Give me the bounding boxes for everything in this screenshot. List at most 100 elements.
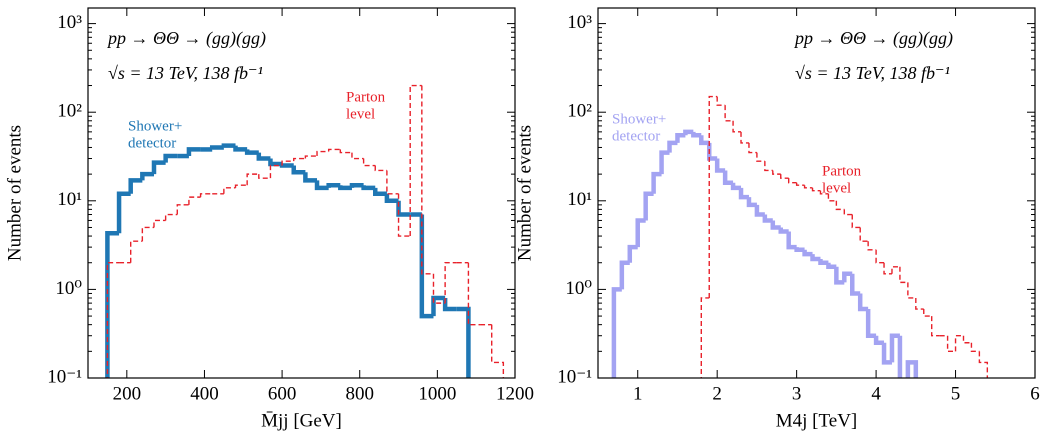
histogram-step <box>746 197 757 208</box>
x-tick-label: 5 <box>951 383 961 404</box>
histogram-step <box>891 266 900 274</box>
histogram-step <box>881 342 892 365</box>
series-label: Parton <box>822 163 862 179</box>
histogram-step <box>716 96 726 106</box>
histogram-step <box>794 247 805 253</box>
y-tick-label: 10⁻¹ <box>557 366 592 387</box>
series-label: Shower+ <box>128 118 182 134</box>
y-tick-label: 10⁻¹ <box>47 366 82 387</box>
histogram-step <box>946 335 956 353</box>
histogram-step <box>619 260 630 290</box>
histogram-step <box>130 240 143 263</box>
histogram-step <box>756 152 765 162</box>
histogram-step <box>754 204 765 217</box>
axes-frame <box>87 7 516 379</box>
histogram-step <box>611 287 622 378</box>
histogram-step <box>141 226 154 242</box>
x-tick-label: 3 <box>792 383 802 404</box>
histogram-step <box>199 193 213 198</box>
histogram-step <box>978 351 989 378</box>
histogram-step <box>857 293 869 312</box>
y-axis-label: Number of events <box>4 125 25 261</box>
histogram-step <box>867 241 877 251</box>
histogram-step <box>281 160 294 166</box>
histogram-step <box>258 174 271 179</box>
x-axis-label: M4j [TeV] <box>776 410 858 431</box>
histogram-step <box>163 153 178 163</box>
series-label: Shower+ <box>612 111 666 127</box>
histogram-step <box>786 231 797 250</box>
histogram-step <box>314 180 329 191</box>
histogram-step <box>153 219 166 228</box>
histogram-step <box>810 254 821 262</box>
y-tick-label: 10⁰ <box>565 278 592 299</box>
histogram-step <box>188 196 201 205</box>
histogram-step <box>802 249 813 257</box>
histogram-step <box>397 193 411 237</box>
histogram-step <box>818 259 829 265</box>
histogram-step <box>905 360 919 378</box>
y-tick-label: 10³ <box>57 12 82 33</box>
histogram-step <box>269 164 283 179</box>
series-label: level <box>822 180 851 196</box>
histogram-step <box>954 335 964 352</box>
histogram-step <box>787 178 797 184</box>
histogram-step <box>105 231 120 378</box>
histogram-step <box>373 187 387 197</box>
histogram-step <box>780 174 789 179</box>
histogram-step <box>659 150 670 175</box>
x-tick-label: 2 <box>712 383 722 404</box>
histogram-step <box>843 209 853 216</box>
histogram-step <box>699 135 710 146</box>
histogram-step <box>491 324 505 378</box>
histogram-step <box>873 335 885 345</box>
y-tick-label: 10² <box>57 101 82 122</box>
series-label: level <box>346 106 375 122</box>
histogram-step <box>303 172 318 183</box>
histogram-step <box>244 149 259 155</box>
histogram-step <box>456 306 471 378</box>
y-tick-label: 10¹ <box>567 189 592 210</box>
histogram-step <box>778 227 789 234</box>
series-label: Parton <box>346 89 386 105</box>
histogram-step <box>706 142 718 161</box>
histogram-step <box>349 182 364 188</box>
histogram-step <box>374 165 387 172</box>
x-tick-label: 6 <box>1030 383 1040 404</box>
histogram-step <box>748 142 757 154</box>
x-tick-label: 1200 <box>496 383 534 404</box>
histogram-step <box>351 152 364 160</box>
histogram-step <box>151 160 166 175</box>
y-tick-label: 10³ <box>567 12 592 33</box>
histogram-step <box>803 185 813 189</box>
x-tick-label: 4 <box>871 383 881 404</box>
histogram-step <box>384 193 399 204</box>
histogram-step <box>421 85 434 275</box>
histogram-step <box>875 249 885 264</box>
histogram-step <box>338 185 352 191</box>
histogram-step <box>442 297 457 312</box>
histogram-step <box>700 297 710 378</box>
histogram-step <box>764 161 773 172</box>
histogram-step <box>834 266 845 285</box>
histogram-step <box>256 152 271 161</box>
histogram-step <box>859 227 869 242</box>
histogram-step <box>643 191 654 221</box>
histogram-step <box>842 271 853 283</box>
x-tick-label: 1000 <box>418 383 456 404</box>
histogram-step <box>923 309 932 317</box>
histogram-step <box>827 193 837 202</box>
histogram-step <box>651 171 662 194</box>
x-tick-label: 400 <box>190 383 219 404</box>
y-tick-label: 10¹ <box>57 189 82 210</box>
histogram-step <box>362 158 376 167</box>
histogram-step <box>962 335 972 344</box>
histogram-step <box>851 214 861 229</box>
histogram-step <box>432 273 446 304</box>
histogram-step <box>279 163 294 168</box>
histogram-step <box>291 165 306 175</box>
histogram-step <box>889 333 900 363</box>
histogram-step <box>740 131 749 144</box>
histogram-step <box>233 145 248 152</box>
